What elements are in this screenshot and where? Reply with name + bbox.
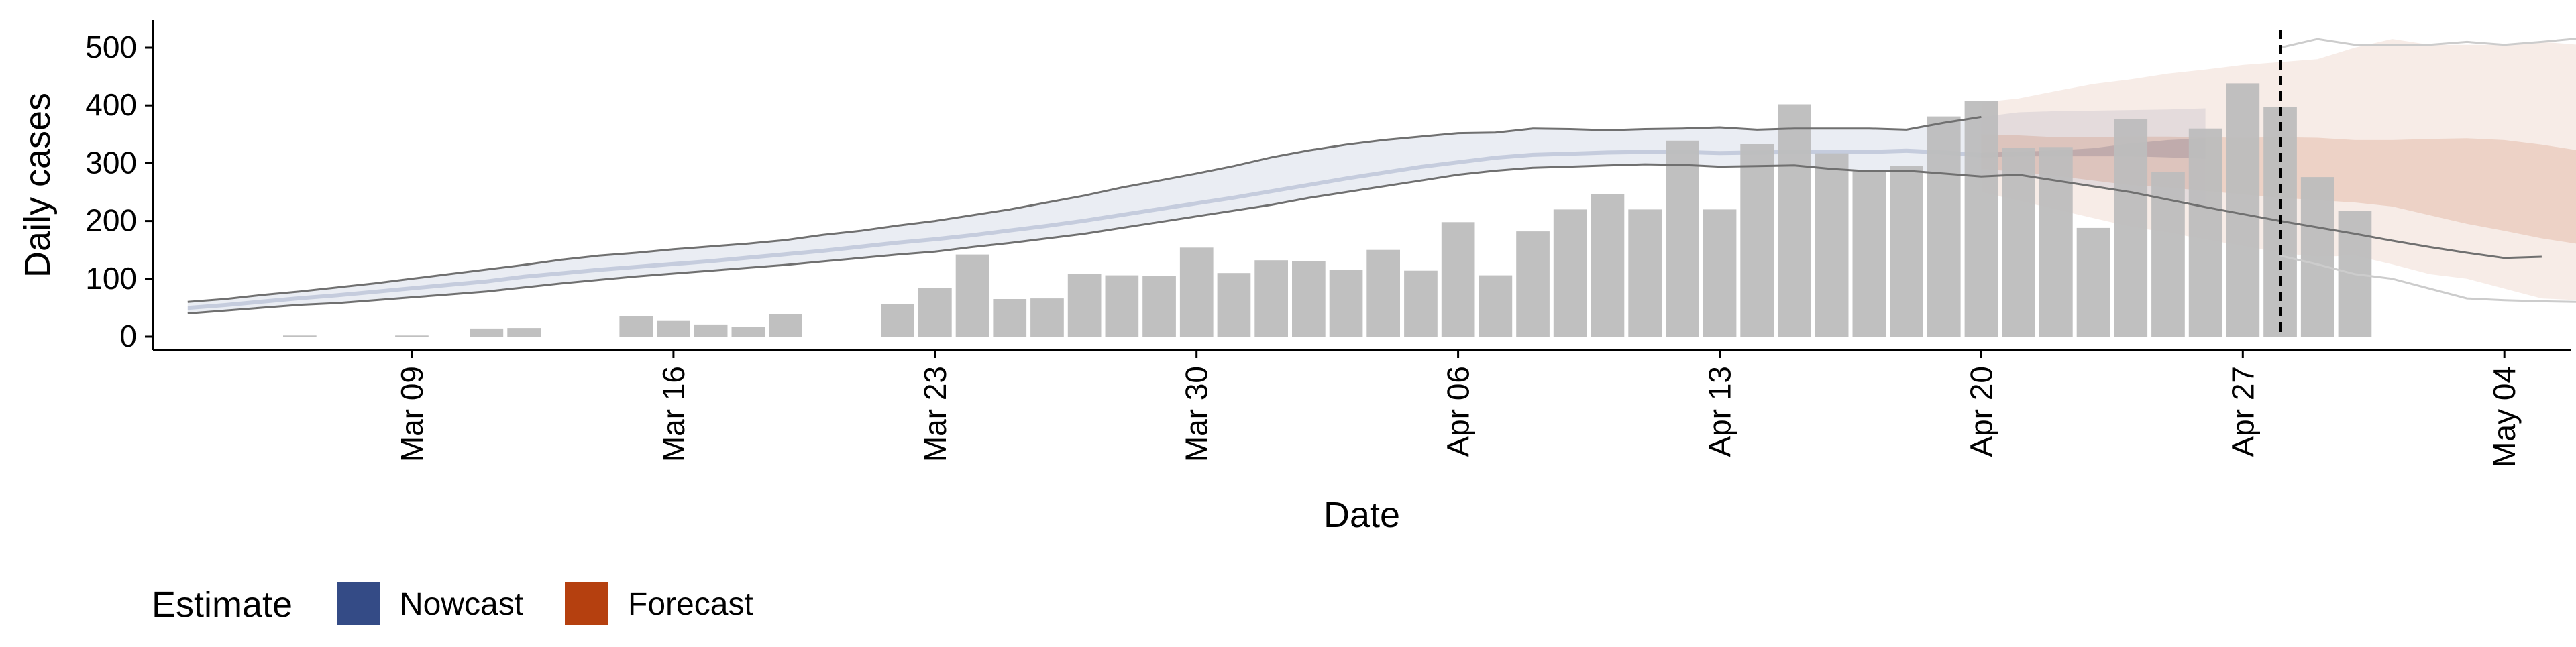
case-bar: [2002, 148, 2035, 337]
forecast-upper-line: [2279, 38, 2576, 49]
forecast-lower-line: [2279, 254, 2576, 303]
case-bar: [1292, 261, 1326, 337]
case-bar: [1516, 231, 1550, 337]
case-bar: [1030, 298, 1064, 337]
x-tick-label: Apr 13: [1703, 366, 1737, 457]
case-bar: [1703, 209, 1737, 337]
case-bar: [1964, 101, 1998, 337]
case-bar: [2300, 177, 2334, 337]
axes-layer: [152, 20, 2571, 351]
case-bar: [1852, 171, 1886, 337]
case-bar: [955, 254, 989, 337]
case-bar: [1815, 153, 1849, 337]
y-ticks: 0 100 200 300 400 500: [85, 30, 153, 353]
y-tick-label: 300: [85, 145, 137, 180]
legend-entries: Nowcast Forecast: [337, 582, 753, 625]
nowcast-upper-line: [187, 115, 1982, 303]
case-bar: [1927, 116, 1961, 337]
case-bar: [1067, 274, 1102, 337]
case-bar: [2076, 227, 2110, 337]
case-bar: [507, 328, 541, 337]
y-axis-title: Daily cases: [17, 93, 58, 278]
x-axis-title: Date: [1324, 495, 1400, 535]
legend-entry: Forecast: [565, 582, 753, 625]
legend-label: Forecast: [628, 587, 753, 622]
y-tick-label: 200: [85, 203, 137, 238]
y-tick-label: 500: [85, 30, 137, 64]
case-bar: [2226, 83, 2260, 337]
case-bar: [1591, 194, 1625, 337]
case-bar: [1666, 140, 1699, 337]
case-bar: [1179, 247, 1214, 337]
y-tick-label: 400: [85, 87, 137, 122]
bars-layer: [283, 83, 2372, 337]
x-tick-label: Mar 09: [394, 366, 429, 462]
case-bar: [1105, 275, 1139, 337]
case-bar: [731, 327, 765, 337]
y-tick-label: 100: [85, 261, 137, 296]
nowcast-band-90: [187, 108, 2206, 314]
case-bar: [2188, 128, 2222, 337]
case-bar: [1254, 260, 1288, 337]
x-tick-label: May 04: [2487, 366, 2522, 467]
case-bar: [1217, 273, 1251, 337]
case-bar: [283, 335, 317, 337]
case-bar: [1404, 270, 1438, 337]
case-bar: [2039, 147, 2073, 337]
lines-layer: [187, 30, 2576, 337]
case-bar: [769, 314, 802, 337]
case-bar: [657, 320, 690, 337]
nowcast-lower-line: [187, 163, 2542, 314]
x-tick-label: Mar 16: [656, 366, 691, 462]
case-bar: [395, 335, 429, 337]
case-bar: [2114, 119, 2148, 337]
legend-swatch: [565, 582, 608, 625]
case-bar: [1366, 249, 1400, 337]
legend-entry: Nowcast: [337, 582, 523, 625]
case-bar: [1553, 209, 1587, 337]
case-bar: [881, 304, 914, 337]
case-bar: [470, 328, 504, 337]
legend: Estimate Nowcast Forecast: [152, 582, 753, 625]
case-bar: [619, 316, 653, 337]
case-bar: [694, 324, 728, 337]
x-tick-label: Apr 06: [1441, 366, 1476, 457]
y-tick-label: 0: [119, 318, 137, 353]
case-bar: [918, 288, 952, 337]
case-bar: [1628, 209, 1662, 337]
case-bar: [1329, 270, 1363, 337]
case-bar: [1740, 144, 1774, 337]
case-bar: [1441, 222, 1475, 337]
case-bar: [1778, 104, 1811, 337]
case-bar: [993, 299, 1027, 337]
x-ticks: Mar 09 Mar 16 Mar 23 Mar 30 Apr 06 Apr 13 Apr …: [394, 350, 2522, 467]
legend-label: Nowcast: [400, 587, 523, 622]
case-bar: [1890, 166, 1923, 337]
case-bar: [1142, 276, 1176, 337]
case-bar: [1479, 275, 1513, 337]
x-tick-label: Apr 27: [2225, 366, 2260, 457]
x-tick-label: Mar 23: [918, 366, 953, 462]
legend-swatch: [337, 582, 380, 625]
x-tick-label: Mar 30: [1179, 366, 1214, 462]
legend-title: Estimate: [152, 585, 292, 625]
x-tick-label: Apr 20: [1964, 366, 1998, 457]
